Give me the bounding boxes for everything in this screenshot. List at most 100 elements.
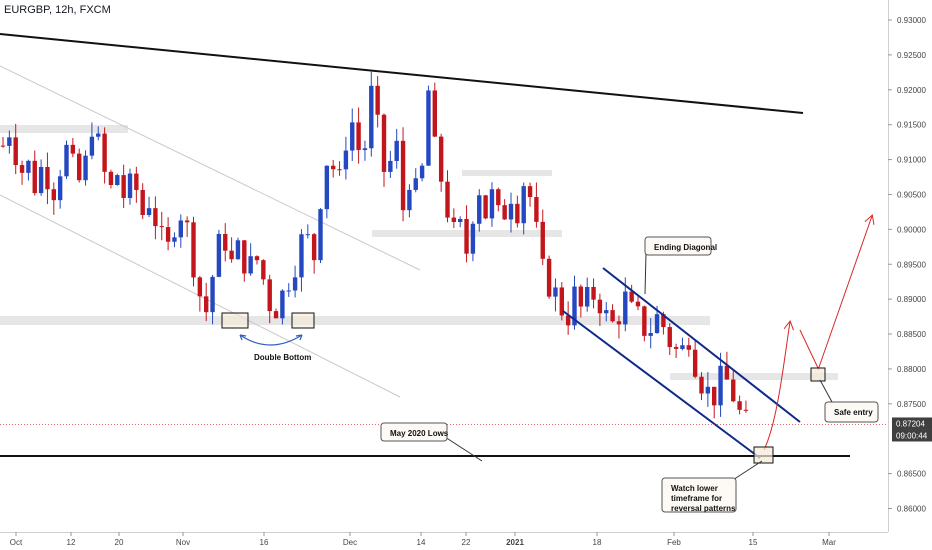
candle	[311, 232, 317, 274]
candle-body	[496, 189, 501, 206]
candle-body	[280, 290, 285, 319]
candle	[458, 216, 463, 228]
candle-body	[108, 171, 114, 186]
candle	[51, 182, 56, 215]
support-zone	[462, 170, 552, 176]
candle-body	[318, 209, 323, 261]
candle-body	[13, 137, 18, 166]
candle-body	[413, 178, 418, 190]
y-tick-label: 0.90000	[897, 225, 926, 234]
candle	[331, 159, 336, 178]
candle	[45, 152, 50, 205]
candle	[32, 150, 37, 196]
candle	[426, 85, 431, 166]
candle	[273, 308, 279, 319]
candle	[692, 340, 698, 379]
candle	[451, 208, 457, 229]
candle-body	[521, 186, 526, 224]
candle	[127, 168, 133, 205]
candle-body	[394, 140, 399, 161]
candle-body	[623, 291, 628, 325]
candle-body	[680, 345, 685, 349]
candle-body	[445, 181, 450, 218]
candle	[140, 183, 145, 220]
candle-body	[375, 85, 380, 115]
candle-body	[178, 220, 183, 238]
candle	[419, 163, 425, 182]
candle-body	[654, 314, 660, 334]
support-zone	[0, 125, 128, 133]
candle-body	[165, 227, 171, 242]
candle-body	[77, 153, 82, 181]
candle	[686, 337, 691, 357]
candle	[438, 133, 444, 192]
candle-body	[216, 233, 222, 277]
ending-diagonal-label-text: Ending Diagonal	[654, 243, 717, 252]
candle-body	[96, 133, 101, 137]
candle	[559, 282, 564, 321]
candle-body	[89, 136, 95, 156]
x-tick-label: 16	[260, 538, 269, 547]
candle-body	[578, 286, 584, 307]
candle	[546, 255, 552, 299]
candle	[673, 343, 679, 358]
candle	[731, 370, 736, 403]
candle	[527, 182, 533, 207]
candle	[26, 159, 31, 181]
candle	[204, 282, 209, 322]
candle	[102, 127, 107, 184]
candle	[432, 82, 437, 138]
candle-body	[381, 114, 387, 172]
watch-lower-label-text: reversal patterns	[671, 504, 736, 513]
projection-arrow	[817, 216, 872, 371]
candle	[57, 169, 63, 209]
candle-body	[559, 287, 564, 316]
candle	[616, 315, 622, 339]
candle-body	[540, 221, 545, 259]
candle	[369, 71, 374, 157]
candle-body	[7, 137, 12, 146]
safe-entry-label-box	[824, 401, 879, 423]
candle-body	[83, 155, 88, 181]
candle	[642, 305, 647, 342]
candle-body	[210, 276, 215, 313]
candle-body	[438, 136, 444, 182]
double-bottom-arc	[239, 334, 303, 346]
candle-body	[204, 296, 209, 313]
candle-body	[470, 223, 476, 254]
candle	[483, 194, 488, 220]
candle-body	[0, 145, 6, 147]
x-tick-label: 12	[67, 538, 76, 547]
x-tick-label: 22	[462, 538, 471, 547]
candle	[223, 223, 228, 262]
y-tick-label: 0.89000	[897, 295, 926, 304]
candle	[515, 195, 520, 228]
x-tick-label: Dec	[343, 538, 357, 547]
y-tick-label: 0.86000	[897, 505, 926, 514]
candle-body	[546, 258, 552, 297]
candle-body	[159, 226, 164, 228]
candle-body	[254, 256, 260, 261]
candle	[292, 265, 298, 298]
candle-body	[115, 175, 120, 186]
candle-body	[604, 310, 609, 314]
candle-body	[502, 205, 507, 220]
candle	[350, 108, 355, 161]
y-tick-label: 0.89500	[897, 260, 926, 269]
candle	[0, 137, 6, 148]
candle	[356, 107, 361, 164]
countdown-tag	[892, 429, 932, 442]
candle-body	[731, 379, 736, 402]
candle	[394, 128, 399, 169]
y-tick-label: 0.93000	[897, 16, 926, 25]
candle	[280, 289, 285, 325]
candle	[172, 232, 177, 248]
candle-body	[305, 234, 310, 236]
candle	[502, 199, 507, 220]
candle	[248, 243, 253, 276]
candle	[667, 323, 672, 356]
y-tick-label: 0.88500	[897, 330, 926, 339]
candle-body	[299, 234, 304, 278]
candle	[108, 169, 114, 189]
